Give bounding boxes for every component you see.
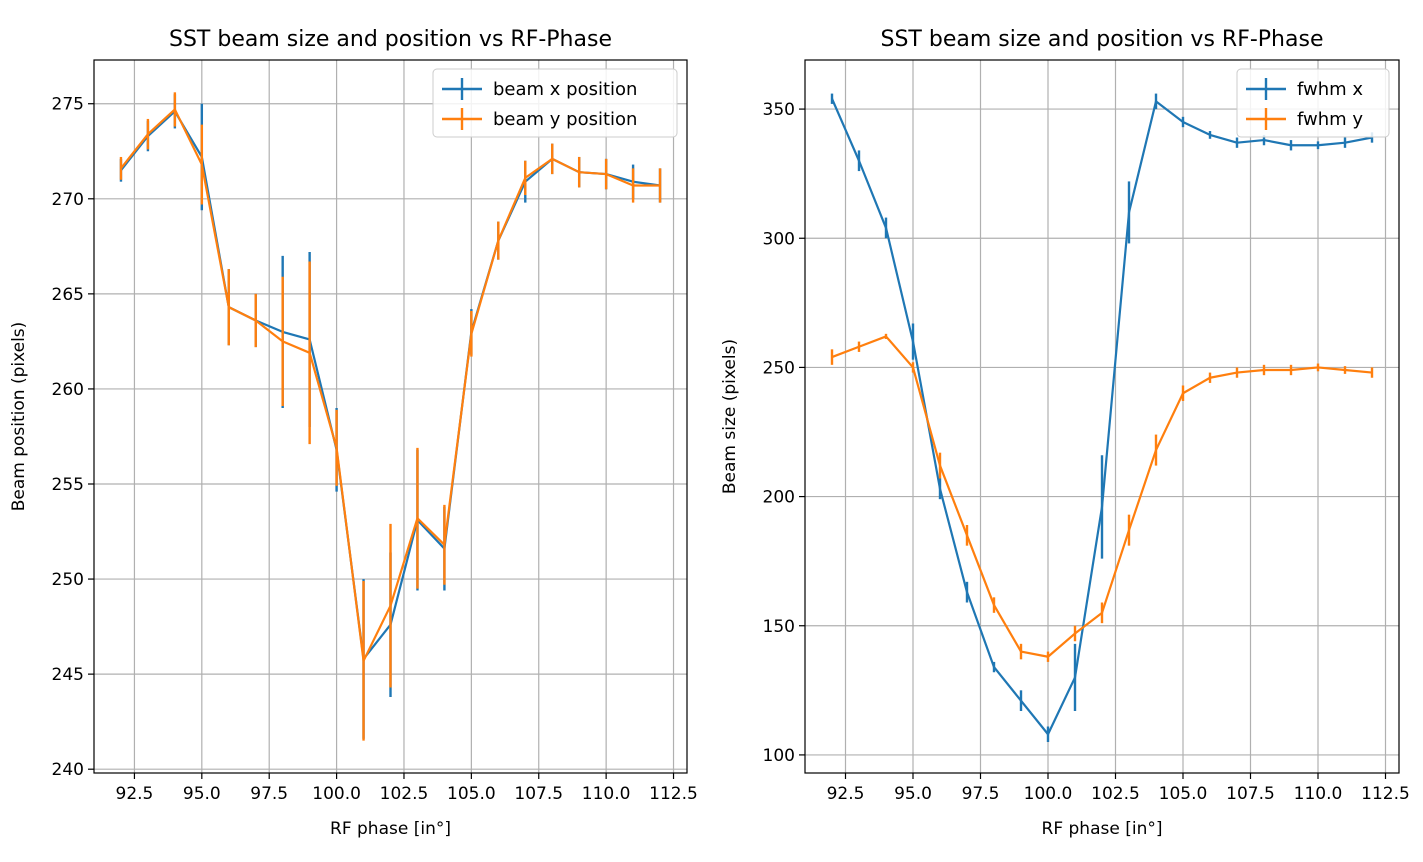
x-tick-label: 110.0	[582, 784, 631, 804]
x-axis-label: RF phase [in°]	[1042, 819, 1163, 839]
x-tick-label: 95.0	[183, 784, 221, 804]
legend-label: fwhm y	[1297, 109, 1363, 130]
x-tick-label: 97.5	[250, 784, 288, 804]
y-tick-label: 270	[52, 190, 84, 210]
y-tick-label: 265	[52, 285, 84, 305]
series-fwhm-x	[830, 93, 1374, 742]
chart-2: 92.5 95.0 97.5 100.0 102.5 105.0 107.5 110.0 112…	[720, 27, 1410, 839]
legend-label: fwhm x	[1297, 79, 1363, 100]
legend: beam x position beam y position	[432, 68, 678, 138]
x-tick-label: 105.0	[447, 784, 496, 804]
x-tick-label: 105.0	[1159, 784, 1208, 804]
axes-frame	[93, 59, 688, 774]
y-tick-label: 255	[52, 475, 84, 495]
x-tick-label: 95.0	[894, 784, 932, 804]
y-tick-label: 250	[763, 358, 795, 378]
x-tick-label: 100.0	[312, 784, 361, 804]
axes-frame	[804, 59, 1400, 774]
x-tick-label: 102.5	[1091, 784, 1140, 804]
legend: fwhm x fwhm y	[1236, 68, 1390, 138]
y-tick-label: 350	[763, 100, 795, 120]
y-tick-label: 245	[52, 665, 84, 685]
x-tick-label: 107.5	[1226, 784, 1275, 804]
x-tick-label: 97.5	[962, 784, 1000, 804]
series-fwhm-y	[830, 333, 1374, 662]
x-tick-label: 92.5	[116, 784, 154, 804]
legend-label: beam y position	[493, 109, 637, 130]
series-beam-y-position	[119, 92, 662, 741]
y-tick-label: 200	[763, 488, 795, 508]
x-tick-label: 107.5	[514, 784, 563, 804]
y-tick-label: 275	[52, 95, 84, 115]
x-tick-label: 100.0	[1024, 784, 1073, 804]
y-tick-label: 300	[763, 229, 795, 249]
x-tick-label: 102.5	[380, 784, 429, 804]
x-tick-label: 112.5	[1361, 784, 1410, 804]
y-tick-label: 240	[52, 760, 84, 780]
y-tick-label: 150	[763, 617, 795, 637]
legend-box	[432, 68, 678, 138]
y-tick-label: 100	[763, 746, 795, 766]
y-axis-label: Beam size (pixels)	[720, 339, 740, 494]
legend-label: beam x position	[493, 79, 637, 100]
x-tick-label: 112.5	[649, 784, 698, 804]
x-axis-label: RF phase [in°]	[330, 819, 451, 839]
x-tick-label: 110.0	[1294, 784, 1343, 804]
chart-title: SST beam size and position vs RF-Phase	[169, 27, 612, 52]
y-tick-label: 260	[52, 380, 84, 400]
y-axis-label: Beam position (pixels)	[9, 322, 29, 512]
x-tick-label: 92.5	[827, 784, 865, 804]
y-tick-label: 250	[52, 570, 84, 590]
chart-title: SST beam size and position vs RF-Phase	[881, 27, 1324, 52]
chart-1: 92.5 95.0 97.5 100.0 102.5 105.0 107.5 110.0 112…	[9, 27, 698, 839]
